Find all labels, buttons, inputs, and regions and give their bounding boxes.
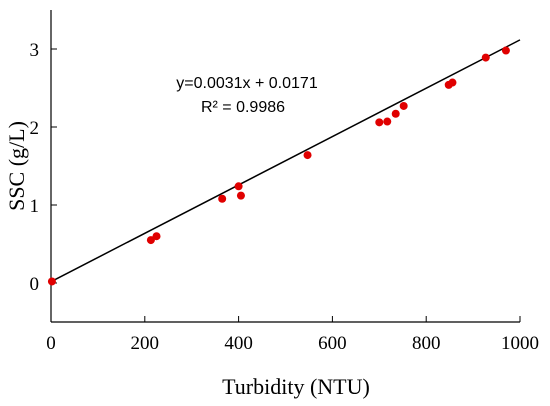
data-point — [218, 194, 227, 203]
equation-annotation: y=0.0031x + 0.0171 — [176, 75, 318, 92]
data-point — [501, 46, 510, 55]
data-point — [448, 78, 457, 87]
y-axis-title: SSC (g/L) — [4, 121, 29, 211]
data-point — [383, 117, 392, 126]
data-point — [236, 191, 245, 200]
data-point — [391, 109, 400, 118]
plot-frame — [50, 10, 520, 323]
data-point — [303, 151, 312, 160]
x-tick-label: 200 — [131, 333, 160, 354]
y-tick-label: 0 — [30, 274, 40, 295]
y-tick-label: 2 — [30, 118, 40, 139]
data-point — [146, 236, 155, 245]
y-tick-label: 3 — [30, 40, 40, 61]
r-squared-annotation: R² = 0.9986 — [201, 99, 285, 116]
x-tick-label: 800 — [412, 333, 441, 354]
x-tick-label: 400 — [224, 333, 253, 354]
x-axis-title: Turbidity (NTU) — [222, 374, 370, 399]
data-point — [152, 232, 161, 241]
data-points — [47, 46, 510, 286]
data-point — [234, 182, 243, 191]
data-point — [399, 101, 408, 110]
x-tick-label: 600 — [318, 333, 347, 354]
data-point — [47, 277, 56, 286]
x-tick-label: 1000 — [501, 333, 539, 354]
data-point — [481, 53, 490, 62]
x-tick-label: 0 — [46, 333, 56, 354]
y-tick-label: 1 — [30, 196, 40, 217]
data-point — [375, 118, 384, 127]
regression-line — [50, 39, 521, 283]
axis-ticks: 0 200 400 600 800 1000 0 1 2 3 — [30, 40, 540, 354]
